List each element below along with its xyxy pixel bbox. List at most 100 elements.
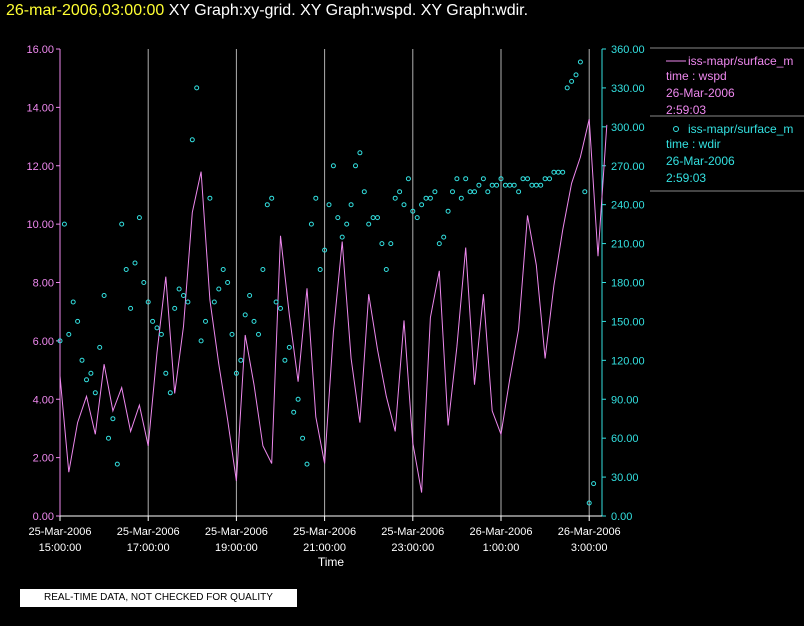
wdir-point — [538, 182, 544, 188]
wdir-point — [427, 195, 433, 201]
wdir-point — [547, 176, 552, 182]
x-tick-date: 25-Mar-2006 — [205, 526, 268, 538]
right-tick-label: 0.00 — [611, 511, 632, 523]
wdir-point — [573, 72, 579, 78]
x-tick-time: 19:00:00 — [215, 542, 258, 554]
wdir-point — [401, 202, 407, 208]
wdir-point — [489, 182, 495, 188]
x-tick-time: 15:00:00 — [39, 542, 82, 554]
wdir-point — [225, 280, 231, 285]
wdir-point — [467, 189, 473, 195]
wdir-point — [286, 344, 292, 350]
wdir-point — [498, 176, 504, 182]
wdir-point — [163, 370, 169, 376]
wdir-point — [238, 357, 244, 363]
x-tick-date: 25-Mar-2006 — [117, 526, 180, 538]
wdir-point — [106, 435, 111, 441]
legend-name: iss-mapr/surface_m — [688, 122, 793, 136]
left-tick-label: 12.00 — [26, 161, 54, 173]
left-tick-label: 4.00 — [33, 394, 54, 406]
wdir-point — [119, 221, 125, 227]
legend-circle-swatch — [673, 126, 679, 132]
wdir-point — [564, 85, 570, 91]
title-timestamp: 26-mar-2006,03:00:00 — [6, 2, 165, 19]
wdir-point — [591, 481, 597, 487]
left-tick-label: 10.00 — [26, 219, 54, 231]
right-tick-label: 240.00 — [611, 200, 645, 212]
right-tick-label: 300.00 — [611, 122, 645, 134]
wdir-point — [308, 221, 314, 227]
wdir-point — [472, 189, 477, 195]
wdir-point — [388, 241, 394, 247]
wdir-point — [154, 325, 160, 331]
wdir-point — [229, 331, 235, 337]
wdir-point — [533, 182, 539, 188]
wdir-point — [247, 293, 253, 298]
wdir-point — [185, 299, 191, 305]
wdir-point — [251, 318, 257, 324]
wdir-point — [295, 396, 301, 402]
wdir-point — [233, 370, 239, 376]
wdir-point — [494, 182, 500, 188]
wdir-point — [375, 215, 380, 221]
wdir-point — [405, 176, 411, 182]
wdir-point — [181, 293, 186, 298]
legend-date: 26-Mar-2006 — [666, 86, 735, 100]
wdir-point — [361, 189, 367, 195]
wdir-point — [569, 78, 575, 84]
x-tick-date: 26-Mar-2006 — [558, 526, 621, 538]
wdir-point — [525, 176, 530, 182]
wdir-point — [300, 435, 306, 441]
wdir-point — [176, 286, 182, 292]
wdir-point — [326, 202, 332, 208]
wdir-point — [485, 189, 491, 195]
wdir-point — [357, 150, 363, 156]
wdir-point — [203, 318, 208, 324]
wdir-point — [75, 318, 81, 324]
x-tick-time: 1:00:00 — [483, 542, 520, 554]
x-tick-time: 3:00:00 — [571, 542, 608, 554]
series-wspd — [59, 118, 608, 493]
wdir-point — [410, 208, 416, 214]
left-tick-label: 6.00 — [33, 336, 54, 348]
wdir-point — [366, 221, 372, 227]
grid — [59, 49, 590, 516]
wdir-point — [379, 241, 385, 247]
wdir-point — [132, 260, 138, 266]
wdir-point — [264, 202, 270, 208]
right-axis-ticks: 360.00 330.00 300.00 270.00 240.00 210.00 180.… — [602, 44, 645, 523]
wdir-point — [189, 137, 195, 143]
wdir-point — [423, 195, 429, 201]
wdir-point — [194, 85, 200, 91]
legend-var: time : wspd — [666, 69, 727, 83]
wdir-point — [348, 202, 354, 208]
right-tick-label: 360.00 — [611, 44, 645, 56]
x-tick-date: 25-Mar-2006 — [29, 526, 92, 538]
legend-time: 2:59:03 — [666, 171, 706, 185]
wdir-point — [511, 182, 517, 188]
wdir-point — [582, 189, 588, 195]
x-tick-date: 25-Mar-2006 — [293, 526, 356, 538]
wdir-point — [150, 318, 156, 324]
wdir-point — [97, 344, 103, 350]
wdir-point — [110, 416, 116, 422]
wdir-point — [70, 299, 76, 305]
wdir-point — [476, 182, 482, 188]
left-tick-label: 14.00 — [26, 102, 54, 114]
wdir-point — [555, 169, 561, 175]
right-tick-label: 30.00 — [611, 472, 639, 484]
wdir-point — [577, 59, 583, 65]
wdir-point — [586, 500, 592, 506]
quality-note: REAL-TIME DATA, NOT CHECKED FOR QUALITY — [20, 589, 297, 607]
wdir-point — [128, 305, 134, 311]
wdir-point — [520, 176, 526, 182]
wdir-point — [551, 169, 557, 175]
wdir-point — [335, 215, 341, 221]
wdir-point — [441, 234, 447, 240]
right-tick-label: 90.00 — [611, 394, 639, 406]
wdir-point — [432, 189, 438, 195]
wdir-point — [383, 267, 389, 272]
wdir-point — [88, 370, 94, 376]
chart-title: 26-mar-2006,03:00:00 XY Graph:xy-grid. X… — [6, 2, 528, 20]
